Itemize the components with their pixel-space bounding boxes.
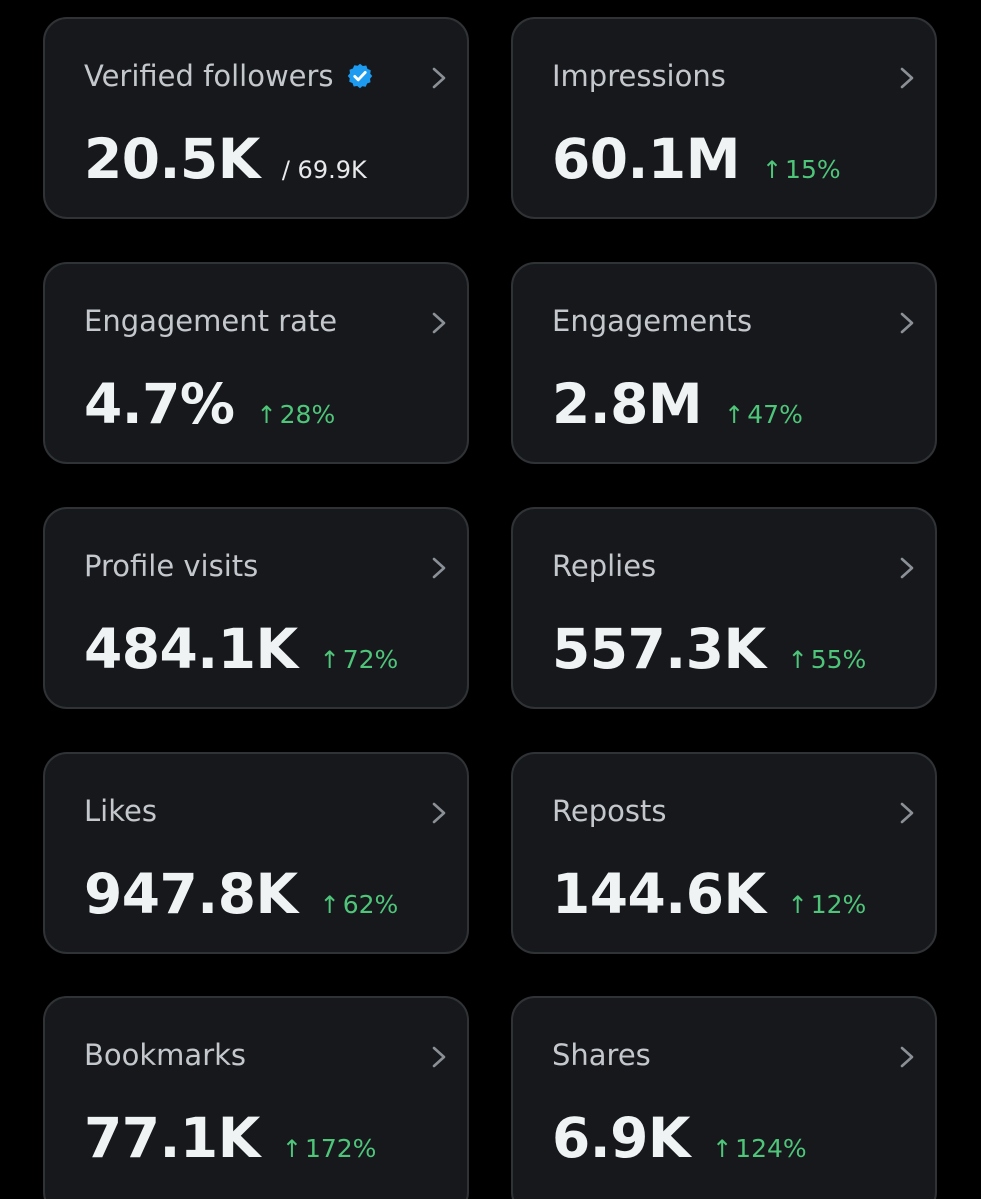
stat-change: ↑ 28% [257, 400, 336, 429]
stat-card-profile-visits[interactable]: Profile visits 484.1K ↑ 72% [43, 507, 469, 709]
chevron-right-icon [900, 67, 914, 89]
stat-label-text: Shares [552, 1038, 651, 1072]
chevron-right-icon [900, 1046, 914, 1068]
arrow-up-icon: ↑ [787, 646, 808, 674]
stat-change: ↑ 62% [320, 890, 399, 919]
stat-value-row: 60.1M ↑ 15% [552, 127, 841, 191]
stat-label-text: Engagement rate [84, 304, 338, 338]
stat-value-row: 2.8M ↑ 47% [552, 372, 803, 436]
stat-label: Verified followers [84, 59, 374, 93]
stat-value-row: 20.5K / 69.9K [84, 127, 367, 191]
stat-value-row: 557.3K ↑ 55% [552, 617, 866, 681]
stat-value: 557.3K [552, 617, 766, 681]
stat-change-value: 172% [304, 1134, 377, 1163]
stat-change: ↑ 172% [282, 1134, 377, 1163]
stat-value: 947.8K [84, 862, 298, 926]
stat-value: 77.1K [84, 1106, 260, 1170]
stat-value-row: 77.1K ↑ 172% [84, 1106, 376, 1170]
stat-value: 484.1K [84, 617, 298, 681]
stat-change-value: 47% [747, 400, 803, 429]
chevron-right-icon [900, 312, 914, 334]
stat-label-text: Replies [552, 549, 657, 583]
stat-card-engagements[interactable]: Engagements 2.8M ↑ 47% [511, 262, 937, 464]
stat-card-likes[interactable]: Likes 947.8K ↑ 62% [43, 752, 469, 954]
stat-change-value: 62% [342, 890, 399, 919]
stat-label-text: Verified followers [84, 59, 334, 93]
stat-label: Replies [552, 549, 656, 583]
stat-change: ↑ 47% [724, 400, 803, 429]
stat-label: Likes [84, 794, 157, 828]
stat-label-text: Engagements [552, 304, 753, 338]
stat-value-row: 947.8K ↑ 62% [84, 862, 398, 926]
arrow-up-icon: ↑ [712, 1135, 733, 1163]
stat-label: Reposts [552, 794, 666, 828]
stat-card-replies[interactable]: Replies 557.3K ↑ 55% [511, 507, 937, 709]
stat-label-text: Likes [84, 794, 157, 828]
verified-badge-icon [347, 63, 372, 89]
stat-value: 20.5K [84, 127, 260, 191]
stat-value: 2.8M [552, 372, 703, 436]
stat-label: Engagement rate [84, 304, 337, 338]
stat-card-impressions[interactable]: Impressions 60.1M ↑ 15% [511, 17, 937, 219]
arrow-up-icon: ↑ [256, 401, 277, 429]
stat-change: ↑ 55% [788, 645, 867, 674]
stat-label-text: Bookmarks [84, 1038, 247, 1072]
stat-change: ↑ 124% [712, 1134, 807, 1163]
arrow-up-icon: ↑ [319, 646, 340, 674]
stat-card-reposts[interactable]: Reposts 144.6K ↑ 12% [511, 752, 937, 954]
arrow-up-icon: ↑ [787, 891, 808, 919]
arrow-up-icon: ↑ [281, 1135, 302, 1163]
stat-change-value: 72% [342, 645, 399, 674]
stat-card-shares[interactable]: Shares 6.9K ↑ 124% [511, 996, 937, 1199]
stat-change: ↑ 72% [320, 645, 399, 674]
stat-change: ↑ 12% [788, 890, 867, 919]
stat-value: 60.1M [552, 127, 740, 191]
stat-change-value: 124% [735, 1134, 807, 1163]
stat-value-row: 484.1K ↑ 72% [84, 617, 398, 681]
stat-value: 4.7% [84, 372, 235, 436]
stat-value-row: 144.6K ↑ 12% [552, 862, 866, 926]
stat-label: Profile visits [84, 549, 258, 583]
stat-label: Shares [552, 1038, 651, 1072]
chevron-right-icon [432, 802, 446, 824]
stat-card-bookmarks[interactable]: Bookmarks 77.1K ↑ 172% [43, 996, 469, 1199]
stat-value: 144.6K [552, 862, 766, 926]
chevron-right-icon [900, 557, 914, 579]
stat-card-engagement-rate[interactable]: Engagement rate 4.7% ↑ 28% [43, 262, 469, 464]
stat-value-row: 4.7% ↑ 28% [84, 372, 335, 436]
stat-label: Bookmarks [84, 1038, 246, 1072]
stat-label: Engagements [552, 304, 752, 338]
stat-change-value: 15% [785, 155, 841, 184]
stat-change: ↑ 15% [762, 155, 841, 184]
arrow-up-icon: ↑ [724, 401, 745, 429]
chevron-right-icon [432, 557, 446, 579]
stat-card-verified-followers[interactable]: Verified followers 20.5K / 69.9K [43, 17, 469, 219]
stat-label-text: Profile visits [84, 549, 259, 583]
stat-change-value: 28% [279, 400, 336, 429]
chevron-right-icon [900, 802, 914, 824]
chevron-right-icon [432, 1046, 446, 1068]
arrow-up-icon: ↑ [319, 891, 340, 919]
stat-label-text: Reposts [552, 794, 667, 828]
stat-label: Impressions [552, 59, 726, 93]
stat-total: / 69.9K [281, 156, 367, 184]
chevron-right-icon [432, 312, 446, 334]
stat-value-row: 6.9K ↑ 124% [552, 1106, 807, 1170]
stat-label-text: Impressions [552, 59, 726, 93]
stat-change-value: 12% [810, 890, 867, 919]
chevron-right-icon [432, 67, 446, 89]
stat-value: 6.9K [552, 1106, 691, 1170]
stat-change-value: 55% [810, 645, 867, 674]
arrow-up-icon: ↑ [761, 156, 783, 184]
